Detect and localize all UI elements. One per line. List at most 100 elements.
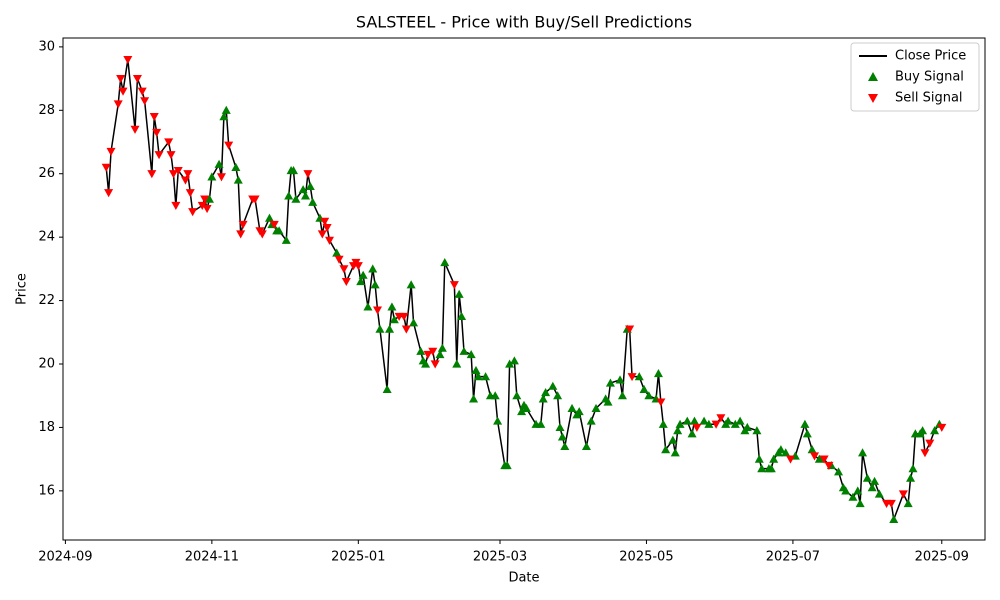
legend-swatch (868, 94, 878, 103)
signal-marker (466, 349, 476, 359)
signal-marker (152, 128, 162, 138)
signal-marker (113, 100, 123, 109)
signal-marker (473, 372, 483, 381)
signal-marker (802, 429, 812, 438)
signal-marker (382, 384, 392, 393)
signal-marker (918, 426, 928, 435)
signal-marker (214, 159, 224, 168)
x-tick-label: 2025-01 (331, 550, 385, 565)
y-tick-label: 24 (38, 230, 55, 245)
signal-marker (437, 343, 447, 352)
signal-marker (692, 423, 702, 432)
signal-marker (870, 476, 880, 485)
signal-marker (166, 151, 176, 160)
signal-marker (730, 419, 740, 428)
signal-marker (512, 391, 522, 400)
signal-marker (101, 163, 111, 172)
signal-marker (291, 194, 301, 203)
signal-marker (490, 391, 500, 400)
signal-marker (171, 201, 181, 210)
signal-marker (517, 407, 527, 416)
signal-marker (723, 416, 733, 425)
signal-marker (574, 407, 584, 416)
signal-marker (219, 112, 229, 121)
signal-marker (375, 324, 385, 333)
legend-label: Buy Signal (895, 70, 964, 85)
signal-marker (140, 97, 150, 106)
signal-marker (800, 419, 810, 428)
signal-marker (132, 74, 142, 84)
signal-marker (423, 350, 433, 359)
signal-marker (711, 420, 721, 429)
signal-marker (183, 170, 193, 179)
signal-marker (236, 230, 246, 239)
signal-marker (207, 172, 217, 181)
signal-marker (204, 194, 214, 203)
signal-marker (188, 208, 198, 217)
signal-marker (557, 432, 567, 441)
signal-marker (274, 226, 284, 235)
signal-marker (430, 360, 440, 369)
signal-marker (644, 391, 654, 400)
signal-marker (358, 270, 368, 279)
signal-marker (505, 359, 515, 368)
signal-marker (735, 416, 745, 425)
signal-marker (284, 191, 294, 200)
signal-marker (224, 141, 234, 150)
signal-marker (603, 397, 613, 406)
signal-marker (937, 423, 947, 432)
signal-marker (658, 419, 668, 428)
signal-marker (406, 280, 416, 289)
legend-swatch (868, 72, 878, 81)
signal-marker (687, 429, 697, 438)
signal-marker (889, 514, 899, 523)
signal-marker (742, 422, 752, 432)
signal-marker (385, 324, 395, 333)
signal-marker (689, 416, 699, 425)
signal-marker (421, 359, 431, 368)
signal-marker (454, 289, 464, 298)
x-tick-label: 2025-07 (766, 550, 820, 565)
signal-marker (670, 448, 680, 457)
signal-marker (200, 195, 210, 204)
legend-label: Sell Signal (895, 91, 963, 106)
y-tick-label: 22 (38, 293, 55, 308)
signal-marker (509, 356, 519, 365)
signal-marker (149, 113, 159, 122)
signal-marker (202, 205, 212, 214)
signal-marker (269, 220, 279, 229)
signal-marker (137, 87, 147, 96)
signal-marker (332, 248, 342, 257)
signal-marker (118, 87, 128, 96)
signal-marker (920, 449, 930, 458)
signal-marker (716, 414, 726, 423)
signal-marker (538, 394, 548, 403)
signal-marker (848, 492, 858, 501)
signal-marker (305, 181, 315, 191)
signal-marker (164, 138, 174, 147)
signal-marker (886, 499, 896, 509)
signal-marker (389, 315, 399, 324)
signal-marker (216, 173, 226, 182)
signal-marker (625, 325, 635, 334)
signal-marker (356, 277, 366, 286)
signal-marker (841, 486, 851, 495)
signal-marker (452, 359, 462, 368)
signal-marker (704, 419, 714, 428)
signal-marker (605, 378, 615, 387)
signal-marker (754, 454, 764, 463)
signal-marker (908, 464, 918, 473)
signal-marker (185, 189, 195, 198)
signal-marker (123, 55, 133, 65)
signal-marker (925, 439, 935, 448)
signal-marker (541, 388, 551, 397)
signal-marker (502, 460, 512, 470)
signal-marker (233, 175, 243, 184)
signal-marker (231, 162, 241, 171)
signal-marker (180, 176, 190, 185)
signal-marker (617, 391, 627, 400)
y-axis-label: Price (15, 273, 30, 305)
signal-marker (639, 384, 649, 393)
signal-marker (250, 195, 260, 204)
signal-marker (353, 262, 363, 271)
